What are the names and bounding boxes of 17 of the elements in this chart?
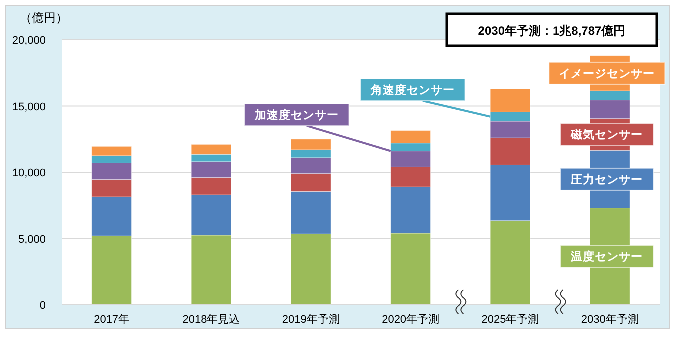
x-tick-label: 2017年	[94, 314, 130, 326]
y-tick-label: 5,000	[18, 234, 46, 246]
y-tick-label: 20,000	[12, 35, 46, 47]
text: 角速度センサー	[370, 83, 455, 97]
x-tick-label: 2018年見込	[182, 313, 240, 326]
y-tick-label: 15,000	[12, 101, 46, 114]
x-tick-label: 2030年予測	[581, 314, 639, 326]
y-axis-title: （億円）	[20, 11, 68, 25]
y-tick-label: 10,000	[12, 168, 46, 180]
x-tick-label: 2019年予測	[282, 314, 340, 326]
text: 加速度センサー	[254, 108, 339, 122]
series-label: 温度センサー	[570, 250, 644, 264]
series-label: 圧力センサー	[570, 172, 644, 186]
text-frame: 2030年予測：1兆8,787億円	[446, 12, 658, 48]
x-tick-label: 2025年予測	[482, 314, 540, 326]
x-tick-label: 2020年予測	[382, 314, 440, 326]
y-tick-label: 0	[40, 300, 46, 312]
